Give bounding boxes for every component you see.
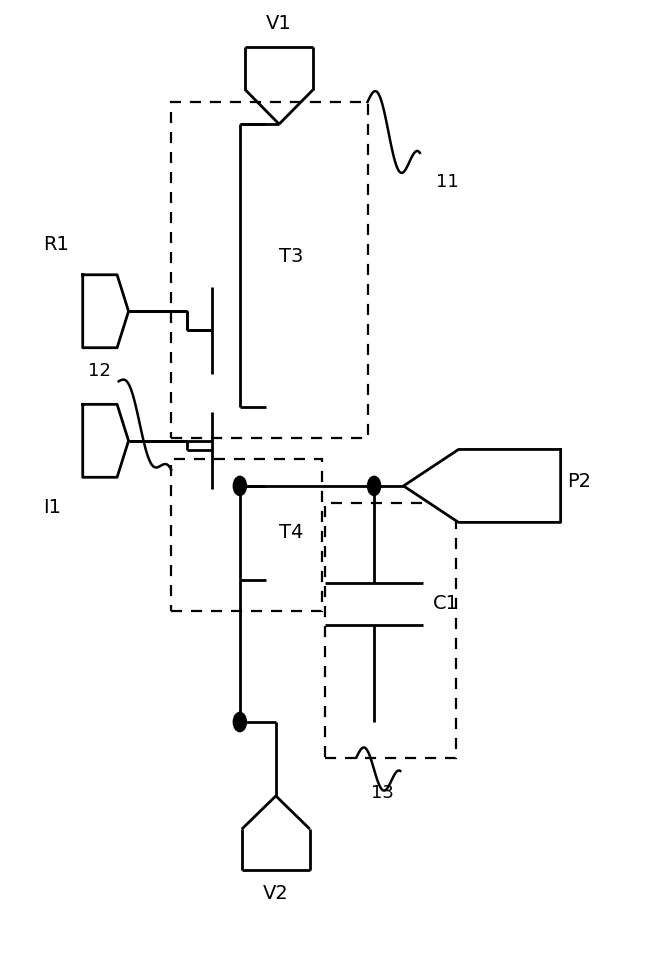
Text: P2: P2: [567, 471, 591, 491]
Text: V1: V1: [267, 14, 292, 33]
Text: T4: T4: [279, 524, 304, 542]
Circle shape: [233, 476, 247, 496]
Text: 11: 11: [436, 172, 459, 191]
Text: V2: V2: [263, 884, 288, 903]
Polygon shape: [83, 405, 129, 477]
Circle shape: [367, 476, 381, 496]
Bar: [325, 503, 456, 758]
Text: R1: R1: [44, 234, 70, 254]
Text: 13: 13: [371, 784, 394, 802]
Text: 12: 12: [88, 362, 111, 379]
Polygon shape: [83, 275, 129, 348]
Text: T3: T3: [279, 247, 304, 265]
Text: I1: I1: [44, 499, 62, 517]
Bar: [171, 102, 367, 438]
Text: C1: C1: [433, 594, 459, 614]
Polygon shape: [404, 449, 561, 523]
Circle shape: [233, 712, 247, 732]
Bar: [171, 459, 322, 611]
